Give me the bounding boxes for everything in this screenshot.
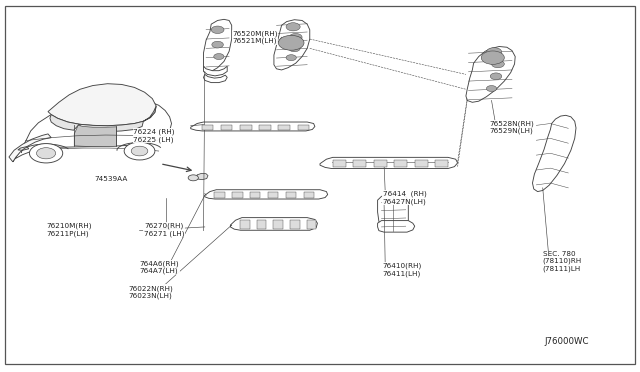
Text: 76270(RH)
76271 (LH): 76270(RH) 76271 (LH) (144, 223, 184, 237)
Polygon shape (320, 157, 458, 169)
Circle shape (131, 146, 148, 156)
Text: 76414  (RH)
76427N(LH): 76414 (RH) 76427N(LH) (383, 191, 426, 205)
Bar (278, 125, 290, 130)
Polygon shape (532, 115, 576, 192)
Text: SEC. 780
(78110)RH
(78111)LH: SEC. 780 (78110)RH (78111)LH (543, 251, 582, 272)
Bar (374, 160, 387, 167)
Circle shape (492, 60, 504, 68)
Bar (286, 192, 296, 198)
Bar (307, 220, 316, 229)
Text: 76528N(RH)
76529N(LH): 76528N(RH) 76529N(LH) (490, 120, 534, 134)
Circle shape (286, 55, 296, 61)
Bar (353, 160, 366, 167)
Bar (290, 220, 300, 229)
Bar (240, 220, 250, 229)
Circle shape (490, 73, 502, 80)
Bar (333, 160, 346, 167)
Polygon shape (18, 147, 29, 150)
Polygon shape (274, 20, 310, 70)
Polygon shape (143, 106, 156, 121)
Bar (240, 125, 252, 130)
Bar (250, 192, 260, 198)
Circle shape (29, 144, 63, 163)
Bar (257, 220, 266, 229)
Bar (214, 192, 225, 198)
Polygon shape (79, 121, 143, 132)
Polygon shape (204, 74, 227, 83)
Bar (415, 160, 428, 167)
Polygon shape (205, 190, 328, 199)
Bar (304, 192, 314, 198)
Text: 76210M(RH)
76211P(LH): 76210M(RH) 76211P(LH) (46, 223, 92, 237)
Text: 76224 (RH)
76225 (LH): 76224 (RH) 76225 (LH) (133, 129, 175, 143)
Polygon shape (13, 98, 172, 162)
Polygon shape (230, 218, 317, 230)
Polygon shape (50, 115, 79, 130)
Bar (221, 125, 232, 130)
Bar (259, 125, 271, 130)
Circle shape (124, 142, 155, 160)
Bar (232, 192, 243, 198)
Bar (273, 220, 283, 229)
Polygon shape (378, 221, 415, 232)
Circle shape (286, 23, 300, 31)
Circle shape (289, 45, 300, 52)
Text: J76000WC: J76000WC (544, 337, 589, 346)
Text: 74539AA: 74539AA (95, 176, 128, 182)
Circle shape (486, 86, 497, 92)
Polygon shape (191, 122, 315, 131)
Circle shape (289, 33, 302, 41)
Text: 76022N(RH)
76023N(LH): 76022N(RH) 76023N(LH) (128, 285, 173, 299)
Polygon shape (74, 125, 116, 147)
Bar (435, 160, 448, 167)
Polygon shape (378, 193, 408, 231)
Polygon shape (9, 134, 51, 162)
Polygon shape (204, 66, 227, 76)
Text: 76520M(RH)
76521M(LH): 76520M(RH) 76521M(LH) (232, 30, 278, 44)
Bar (202, 125, 213, 130)
Bar (394, 160, 407, 167)
Circle shape (36, 148, 56, 159)
Bar (268, 192, 278, 198)
Circle shape (486, 48, 502, 57)
Circle shape (188, 175, 198, 181)
Circle shape (278, 35, 304, 50)
Text: 764A6(RH)
764A7(LH): 764A6(RH) 764A7(LH) (140, 260, 179, 274)
Circle shape (212, 41, 223, 48)
Polygon shape (48, 84, 156, 126)
Polygon shape (204, 19, 232, 71)
Circle shape (211, 26, 224, 33)
Circle shape (481, 51, 504, 64)
Polygon shape (466, 46, 515, 102)
Text: 76410(RH)
76411(LH): 76410(RH) 76411(LH) (383, 263, 422, 277)
Polygon shape (197, 173, 208, 180)
Circle shape (214, 54, 224, 60)
Bar (298, 125, 309, 130)
